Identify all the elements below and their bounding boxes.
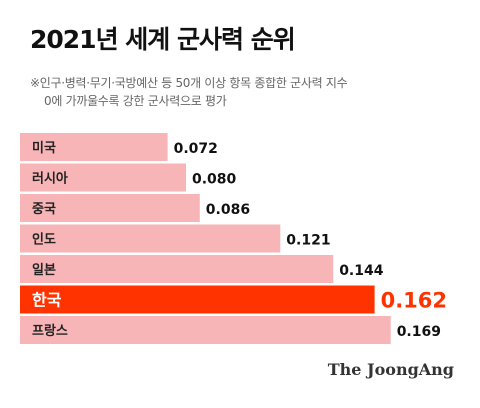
value-label-4: 0.144 bbox=[339, 263, 384, 279]
value-label-6: 0.169 bbox=[397, 324, 441, 340]
category-label-6: 프랑스 bbox=[32, 324, 68, 339]
category-label-1: 러시아 bbox=[32, 171, 68, 187]
category-label-2: 중국 bbox=[32, 202, 56, 217]
bar-0 bbox=[20, 133, 168, 161]
category-label-0: 미국 bbox=[32, 140, 56, 156]
chart-title: 2021년 세계 군사력 순위 bbox=[30, 25, 296, 54]
value-label-3: 0.121 bbox=[286, 233, 330, 249]
bar-4 bbox=[20, 255, 334, 283]
value-label-0: 0.072 bbox=[174, 141, 218, 157]
bar-3 bbox=[20, 224, 281, 253]
chart-subtitle-line2: 0에 가까울수록 강한 군사력으로 평가 bbox=[44, 94, 227, 108]
category-label-5: 한국 bbox=[32, 291, 62, 310]
value-label-1: 0.080 bbox=[192, 172, 237, 188]
chart-subtitle-line1: ※인구·병력·무기·국방예산 등 50개 이상 항목 종합한 군사력 지수 bbox=[30, 76, 348, 90]
bar-2 bbox=[20, 194, 200, 222]
value-label-2: 0.086 bbox=[206, 202, 250, 218]
category-label-3: 인도 bbox=[32, 232, 56, 248]
bar-1 bbox=[20, 163, 186, 192]
bar-6 bbox=[20, 316, 391, 344]
category-label-4: 일본 bbox=[32, 263, 56, 278]
brand-logo: The JoongAng bbox=[327, 360, 454, 379]
value-label-5: 0.162 bbox=[381, 289, 447, 313]
bar-5 bbox=[20, 285, 375, 314]
